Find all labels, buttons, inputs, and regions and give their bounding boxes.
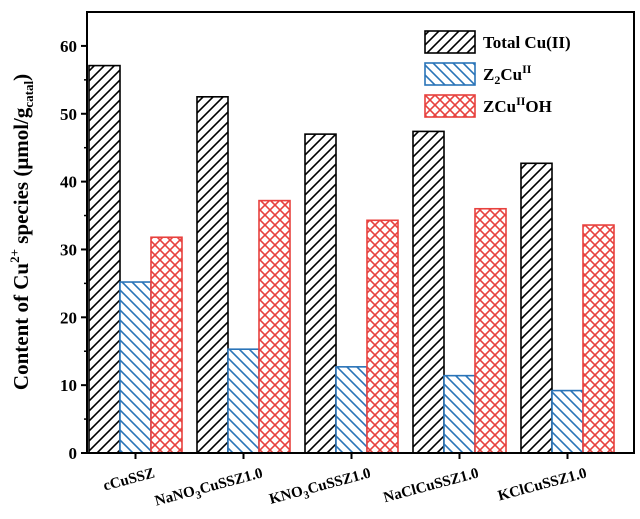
- bar-z2cuii-2: [335, 366, 368, 454]
- y-tick-label: 40: [60, 173, 77, 192]
- legend-label: Total Cu(II): [483, 33, 571, 52]
- bar-z2cuii-3: [443, 374, 476, 454]
- bar-zcuiioh-1: [258, 199, 291, 454]
- legend-swatch: [424, 94, 476, 118]
- legend-label: ZCuIIOH: [483, 94, 552, 116]
- legend: Total Cu(II) Z2CuII ZCuIIOH: [424, 30, 571, 118]
- bar-total-cu-ii--2: [304, 133, 337, 454]
- y-tick-label: 20: [60, 308, 77, 327]
- legend-swatch: [424, 62, 476, 86]
- bars-group: [88, 64, 615, 454]
- y-tick-label: 30: [60, 240, 77, 259]
- x-tick-label: KNO3CuSSZ1.0: [268, 465, 374, 510]
- legend-swatch: [424, 30, 476, 54]
- bar-z2cuii-0: [119, 281, 152, 454]
- y-tick-label: 0: [69, 444, 78, 463]
- plot-frame: [86, 11, 635, 454]
- y-tick-label: 10: [60, 376, 77, 395]
- y-tick-label: 60: [60, 37, 77, 56]
- bar-total-cu-ii--1: [196, 96, 229, 454]
- x-tick-label: cCuSSZ: [102, 465, 157, 494]
- bar-zcuiioh-2: [366, 219, 399, 454]
- y-tick-label: 50: [60, 105, 77, 124]
- bar-total-cu-ii--3: [412, 130, 445, 454]
- y-axis-title: Content of Cu2+ species (μmol/gcatal): [7, 74, 36, 390]
- bar-z2cuii-4: [551, 389, 584, 454]
- bar-total-cu-ii--4: [520, 162, 553, 454]
- bar-total-cu-ii--0: [88, 64, 121, 454]
- x-tick-label: KClCuSSZ1.0: [496, 465, 588, 504]
- legend-label: Z2CuII: [483, 62, 532, 87]
- x-tick-label: NaClCuSSZ1.0: [382, 465, 481, 506]
- bar-zcuiioh-0: [150, 236, 183, 454]
- bar-zcuiioh-3: [474, 207, 507, 454]
- bar-z2cuii-1: [227, 348, 260, 454]
- bar-zcuiioh-4: [582, 224, 615, 454]
- x-tick-label: NaNO3CuSSZ1.0: [153, 465, 265, 512]
